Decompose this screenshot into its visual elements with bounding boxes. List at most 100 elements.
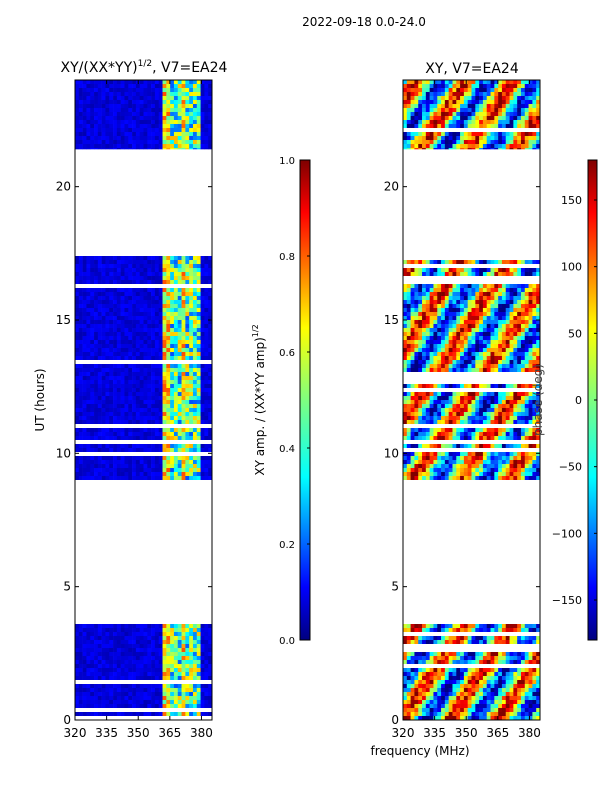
heatmap-cell	[116, 112, 121, 116]
heatmap-cell	[173, 680, 179, 684]
heatmap-cell	[86, 668, 91, 672]
heatmap-cell	[208, 416, 213, 420]
heatmap-cell	[509, 628, 514, 632]
heatmap-cell	[189, 320, 194, 324]
heatmap-cell	[173, 304, 179, 308]
heatmap-cell	[75, 636, 80, 640]
heatmap-cell	[467, 300, 472, 304]
heatmap-cell	[147, 112, 152, 116]
heatmap-cell	[135, 364, 140, 368]
heatmap-cell	[86, 112, 91, 116]
heatmap-cell	[422, 284, 427, 288]
heatmap-cell	[406, 640, 411, 644]
heatmap-cell	[181, 704, 186, 708]
heatmap-cell	[151, 448, 156, 452]
heatmap-cell	[82, 452, 87, 456]
heatmap-cell	[181, 108, 186, 112]
heatmap-cell	[208, 404, 213, 408]
heatmap-cell	[86, 404, 91, 408]
heatmap-cell	[78, 396, 83, 400]
heatmap-cell	[204, 644, 209, 648]
heatmap-cell	[166, 116, 171, 120]
heatmap-cell	[94, 632, 99, 636]
heatmap-cell	[452, 648, 457, 652]
heatmap-cell	[177, 136, 182, 140]
heatmap-cell	[113, 308, 118, 312]
heatmap-cell	[94, 628, 99, 632]
heatmap-cell	[204, 360, 209, 364]
heatmap-cell	[414, 312, 419, 316]
heatmap-cell	[135, 320, 140, 324]
heatmap-cell	[154, 308, 160, 312]
heatmap-cell	[181, 408, 186, 412]
heatmap-cell	[143, 132, 148, 136]
heatmap-cell	[204, 632, 209, 636]
heatmap-cell	[162, 88, 167, 92]
heatmap-cell	[101, 312, 106, 316]
heatmap-cell	[498, 284, 503, 288]
heatmap-cell	[151, 636, 156, 640]
heatmap-cell	[456, 308, 461, 312]
heatmap-cell	[120, 88, 125, 92]
heatmap-cell	[403, 312, 408, 316]
heatmap-cell	[132, 120, 137, 124]
heatmap-cell	[113, 288, 118, 292]
heatmap-cell	[185, 100, 190, 104]
heatmap-cell	[536, 676, 541, 680]
heatmap-cell	[192, 400, 198, 404]
heatmap-cell	[116, 356, 121, 360]
heatmap-cell	[513, 640, 518, 644]
heatmap-cell	[200, 288, 205, 292]
heatmap-cell	[208, 680, 213, 684]
heatmap-cell	[181, 320, 186, 324]
heatmap-cell	[177, 268, 182, 272]
heatmap-cell	[128, 100, 133, 104]
heatmap-cell	[200, 428, 205, 432]
heatmap-cell	[189, 688, 194, 692]
heatmap-cell	[113, 380, 118, 384]
heatmap-cell	[158, 472, 163, 476]
heatmap-cell	[139, 88, 144, 92]
heatmap-cell	[185, 444, 190, 448]
heatmap-cell	[101, 404, 106, 408]
heatmap-cell	[113, 300, 118, 304]
heatmap-cell	[528, 636, 533, 640]
heatmap-cell	[403, 260, 408, 264]
heatmap-cell	[86, 700, 91, 704]
heatmap-cell	[173, 624, 179, 628]
heatmap-cell	[82, 356, 87, 360]
heatmap-cell	[173, 356, 179, 360]
heatmap-cell	[139, 648, 144, 652]
heatmap-cell	[170, 372, 175, 376]
heatmap-cell	[135, 144, 140, 148]
heatmap-cell	[105, 256, 110, 260]
heatmap-cell	[124, 680, 129, 684]
heatmap-cell	[170, 96, 175, 100]
heatmap-cell	[189, 312, 194, 316]
heatmap-cell	[97, 308, 102, 312]
heatmap-cell	[128, 684, 133, 688]
heatmap-cell	[90, 408, 95, 412]
heatmap-cell	[151, 344, 156, 348]
heatmap-cell	[75, 652, 80, 656]
heatmap-cell	[460, 300, 465, 304]
heatmap-cell	[154, 664, 160, 668]
heatmap-cell	[482, 628, 488, 632]
heatmap-cell	[528, 652, 533, 656]
heatmap-cell	[460, 640, 465, 644]
heatmap-cell	[162, 428, 167, 432]
heatmap-cell	[448, 712, 453, 716]
heatmap-cell	[467, 700, 472, 704]
heatmap-cell	[196, 380, 201, 384]
heatmap-cell	[181, 660, 186, 664]
heatmap-cell	[94, 116, 99, 120]
heatmap-cell	[204, 428, 209, 432]
heatmap-cell	[170, 448, 175, 452]
heatmap-cell	[86, 416, 91, 420]
heatmap-cell	[403, 296, 408, 300]
heatmap-cell	[437, 280, 442, 284]
heatmap-cell	[154, 656, 160, 660]
heatmap-cell	[75, 384, 80, 388]
heatmap-cell	[82, 652, 87, 656]
heatmap-cell	[120, 464, 125, 468]
